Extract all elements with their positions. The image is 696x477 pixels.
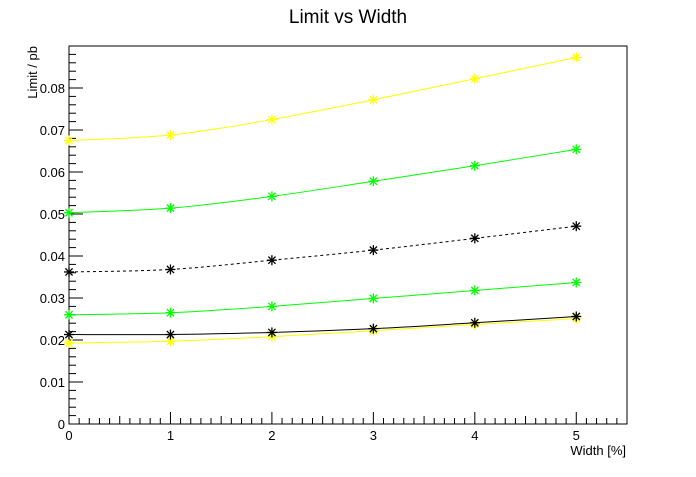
series-line: [68, 315, 577, 336]
y-tick-label: 0.01: [40, 375, 65, 390]
data-point-marker: [469, 317, 480, 328]
data-point-marker: [165, 336, 176, 347]
series-layer: [64, 52, 582, 348]
x-axis-label: Width [%]: [570, 443, 626, 458]
y-tick-label: 0: [58, 417, 65, 432]
series-6: [64, 311, 582, 340]
data-point-marker: [469, 285, 480, 296]
data-point-marker: [571, 311, 582, 322]
data-point-marker: [368, 94, 379, 105]
series-4: [64, 277, 582, 320]
data-point-marker: [368, 245, 379, 256]
x-tick-label: 3: [370, 428, 377, 443]
data-point-marker: [165, 203, 176, 214]
data-point-marker: [64, 309, 74, 320]
data-point-marker: [64, 135, 74, 146]
y-tick-label: 0.06: [40, 165, 65, 180]
series-1: [64, 52, 582, 146]
data-point-marker: [64, 266, 74, 277]
series-2: [64, 144, 582, 218]
data-point-marker: [469, 160, 480, 171]
series-line: [68, 281, 577, 316]
y-tick-label: 0.03: [40, 291, 65, 306]
data-point-marker: [64, 337, 74, 348]
y-tick-label: 0.08: [40, 81, 65, 96]
data-point-marker: [266, 191, 277, 202]
series-3: [64, 221, 582, 277]
data-point-marker: [571, 277, 582, 288]
x-tick-label: 4: [471, 428, 478, 443]
series-line: [68, 318, 577, 344]
data-point-marker: [469, 73, 480, 84]
data-point-marker: [266, 327, 277, 338]
data-point-marker: [266, 255, 277, 266]
x-tick-label: 1: [167, 428, 174, 443]
chart-title: Limit vs Width: [289, 7, 407, 28]
data-point-marker: [469, 233, 480, 244]
x-tick-label: 2: [268, 428, 275, 443]
series-line: [68, 148, 577, 214]
series-line: [68, 56, 577, 141]
x-tick-label: 0: [65, 428, 72, 443]
data-point-marker: [571, 144, 582, 155]
y-tick-label: 0.04: [40, 249, 65, 264]
data-point-marker: [165, 307, 176, 318]
y-axis-label: Limit / pb: [25, 46, 40, 99]
data-point-marker: [368, 176, 379, 187]
data-point-marker: [266, 301, 277, 312]
data-point-marker: [368, 323, 379, 334]
data-point-marker: [64, 329, 74, 340]
data-point-marker: [571, 52, 582, 63]
axes: 0 0.01 0.02 0.03 0.04 0.05 0.06 0.07 0.08 0 1 2 3 4 5: [40, 45, 628, 443]
data-point-marker: [266, 114, 277, 125]
x-tick-label: 5: [573, 428, 580, 443]
data-point-marker: [64, 207, 74, 218]
y-tick-label: 0.07: [40, 123, 65, 138]
data-point-marker: [165, 130, 176, 141]
series-line: [68, 225, 577, 273]
y-tick-label: 0.05: [40, 207, 65, 222]
data-point-marker: [571, 221, 582, 232]
y-tick-label: 0.02: [40, 333, 65, 348]
data-point-marker: [368, 293, 379, 304]
data-point-marker: [165, 264, 176, 275]
data-point-marker: [165, 329, 176, 340]
plot-frame: [68, 45, 628, 425]
